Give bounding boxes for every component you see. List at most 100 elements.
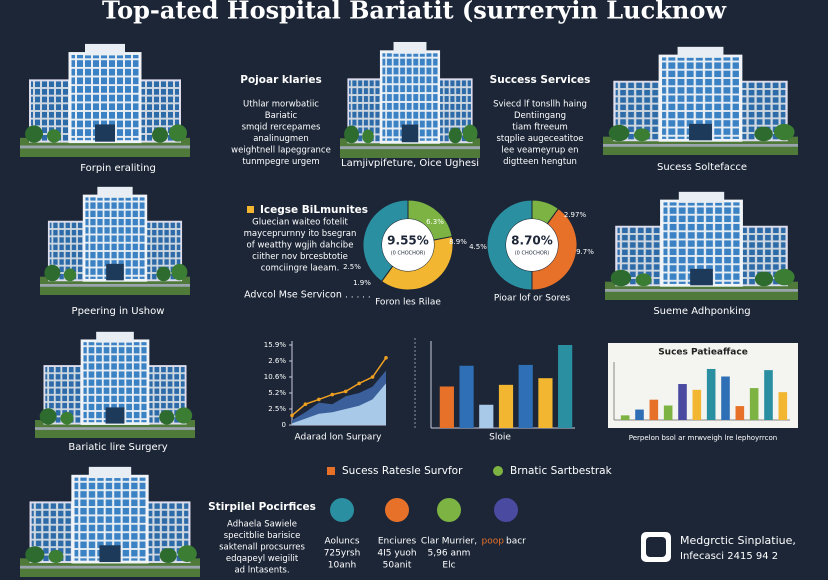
legend-swatch bbox=[327, 467, 335, 475]
stat-label: 4I5 yuoh bbox=[377, 549, 416, 559]
block-heading: Pojoar klaries bbox=[240, 74, 321, 86]
donut-annotation: 2.5% bbox=[343, 263, 361, 271]
donut-annotation: 2.97% bbox=[564, 211, 587, 219]
stat-label: bacr bbox=[506, 537, 526, 547]
bar bbox=[692, 389, 702, 420]
block-footer: Advcol Mse Servicon bbox=[244, 290, 342, 301]
caption: Ppeering in Ushow bbox=[72, 306, 165, 317]
line-point bbox=[357, 381, 361, 386]
block-line: tiam ftreeum bbox=[512, 123, 568, 133]
line-point bbox=[370, 375, 375, 379]
caption: Lamjivpifeture, Oice Ughesi bbox=[341, 158, 479, 169]
block-line: lee veameyrup en bbox=[501, 146, 578, 156]
y-tick-label: 5.2% bbox=[268, 389, 286, 397]
bar bbox=[764, 370, 773, 420]
y-tick-label: 10.6% bbox=[264, 373, 287, 381]
bar bbox=[663, 405, 673, 420]
chart-title: Suces Patieafface bbox=[658, 348, 748, 358]
bar bbox=[649, 399, 659, 420]
building-image bbox=[40, 185, 190, 295]
stat-label: poop bbox=[482, 537, 505, 547]
stat-label: Aoluncs bbox=[324, 537, 359, 547]
chart-caption: Foron les Rilae bbox=[375, 298, 441, 308]
donut-annotation: 1.9% bbox=[353, 279, 371, 287]
caption: Bariatic lire Surgery bbox=[68, 442, 167, 453]
block-line: Uthlar morwbatiic bbox=[243, 100, 319, 110]
stat-circle bbox=[385, 498, 409, 522]
stat-circle bbox=[494, 498, 518, 522]
legend-swatch bbox=[493, 466, 503, 476]
block-heading: Stirpilel Pocirfices bbox=[208, 501, 316, 513]
bar bbox=[778, 392, 788, 420]
block-line: of weatthy wgjih dahcibe bbox=[247, 241, 354, 251]
line-point bbox=[317, 397, 321, 402]
y-tick-label: 15.9% bbox=[264, 341, 287, 349]
logo-icon-inner bbox=[646, 537, 666, 557]
stat-label: 10anh bbox=[328, 561, 356, 571]
block-line: weightnell lapeggrance bbox=[231, 146, 331, 156]
building-image bbox=[603, 45, 798, 155]
stat-label: Enciures bbox=[378, 537, 417, 547]
line-point bbox=[303, 402, 308, 407]
block-line: Bariatic bbox=[265, 111, 298, 121]
legend-label: Sucess Ratesle Survfor bbox=[342, 465, 463, 477]
block-line: analinugmen bbox=[253, 134, 309, 144]
line-point bbox=[290, 413, 294, 418]
area bbox=[292, 383, 386, 425]
building-image bbox=[20, 42, 190, 157]
bar bbox=[479, 404, 494, 428]
donut-center-sublabel: (0 CHOCHOR) bbox=[391, 251, 426, 257]
donut-annotation: 4.5% bbox=[469, 243, 487, 251]
bar bbox=[620, 415, 630, 420]
donut-hole bbox=[382, 219, 434, 271]
building-image bbox=[340, 40, 480, 158]
block-line: comciingre laeam. bbox=[261, 264, 340, 274]
bar bbox=[439, 386, 454, 428]
bar bbox=[749, 388, 759, 420]
donut-annotation: 8.9% bbox=[449, 238, 467, 246]
stat-label: 725yrsh bbox=[324, 549, 361, 559]
bar bbox=[678, 384, 687, 420]
donut-hole bbox=[506, 219, 558, 271]
block-line: Dentiingang bbox=[514, 111, 566, 121]
block-line: mayceprurnny ito bsegran bbox=[244, 229, 357, 239]
stat-circle bbox=[330, 498, 354, 522]
block-line: Gluecian waiteo fotelit bbox=[252, 218, 348, 228]
donut-center-label: 9.55% bbox=[387, 234, 429, 248]
chart-caption: Adarad lon Surpary bbox=[295, 433, 383, 443]
block-line: tunmpegre urgem bbox=[242, 157, 319, 167]
block-line: digtteen hengtun bbox=[503, 157, 577, 167]
bar bbox=[459, 365, 474, 428]
caption: Sucess Soltefacce bbox=[657, 162, 747, 173]
y-tick-label: 2.6% bbox=[268, 357, 286, 365]
chart-caption: Perpelon bsol ar mrwveigh lre lephoyrrco… bbox=[629, 434, 777, 442]
stat-label: 50anit bbox=[383, 561, 412, 571]
chart-caption: Sloie bbox=[489, 433, 511, 443]
caption: Sueme Adhponking bbox=[653, 306, 750, 317]
building-image bbox=[20, 465, 200, 577]
y-tick-label: 2.5% bbox=[268, 405, 286, 413]
line-point bbox=[343, 389, 348, 394]
bar bbox=[706, 368, 716, 420]
bar bbox=[721, 376, 730, 420]
footer-line: Infecasci 2415 94 2 bbox=[680, 551, 778, 562]
line-point bbox=[330, 392, 335, 397]
block-heading: Icegse BiLmunites bbox=[260, 204, 368, 216]
block-line: edqapeyl weigilit bbox=[226, 554, 299, 564]
donut-center-sublabel: (0 CHOCHOR) bbox=[515, 251, 550, 257]
block-line: smqid rercepames bbox=[242, 123, 321, 133]
block-heading: Success Services bbox=[490, 74, 591, 86]
stat-label: 5,96 anm bbox=[428, 549, 471, 559]
dots: . . . . . bbox=[345, 291, 371, 301]
block-line: stqplie augeceatitoe bbox=[497, 134, 584, 144]
block-line: saktenall procsurres bbox=[219, 543, 305, 553]
chart-caption: Pioar lof or Sores bbox=[494, 294, 571, 304]
building-image bbox=[35, 330, 195, 438]
building-image bbox=[605, 190, 798, 300]
bar bbox=[498, 384, 514, 428]
stat-label: Elc bbox=[442, 561, 455, 571]
donut-annotation: 6.3% bbox=[426, 218, 444, 226]
stat-label: Clar Murrier, bbox=[421, 537, 477, 547]
